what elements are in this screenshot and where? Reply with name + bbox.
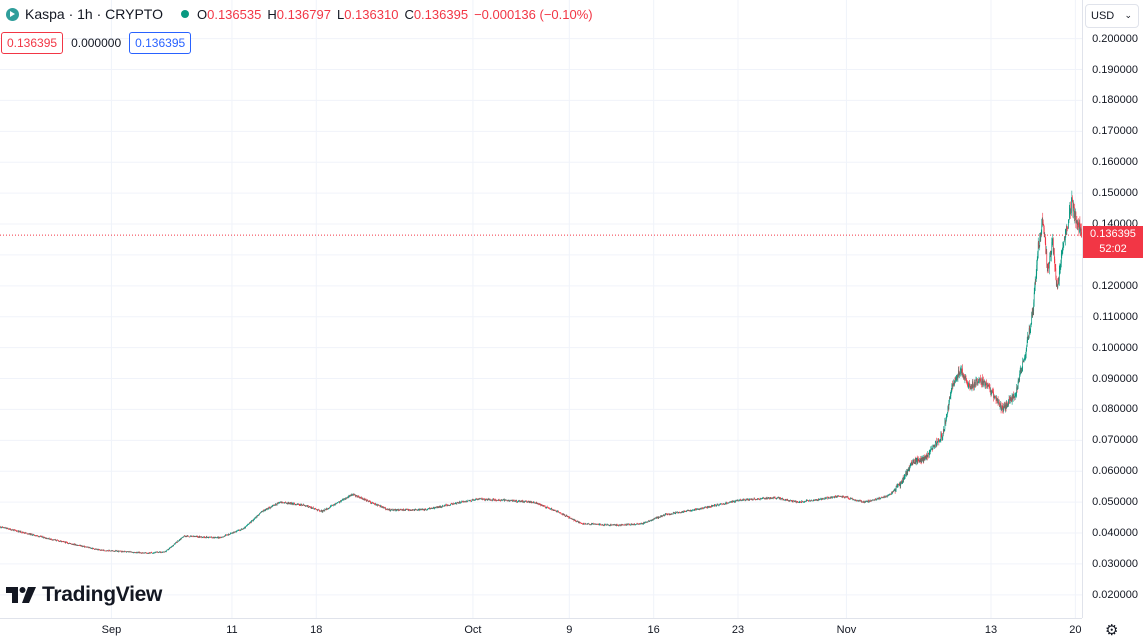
chart-area[interactable]	[0, 0, 1082, 618]
candle	[188, 536, 189, 537]
candle-body	[467, 501, 468, 502]
candle-body	[648, 521, 649, 522]
candle-body	[55, 540, 56, 541]
candle	[234, 533, 235, 534]
candle-body	[575, 521, 576, 522]
candle-body	[516, 500, 517, 502]
candle-body	[470, 500, 471, 501]
candle-body	[333, 505, 334, 506]
candle-body	[600, 524, 601, 525]
candle-body	[526, 501, 527, 502]
candle	[470, 500, 471, 501]
candle	[173, 545, 174, 546]
candle-body	[175, 543, 176, 544]
candle-body	[279, 503, 280, 504]
candle-body	[189, 537, 190, 538]
candle-body	[625, 524, 626, 525]
candle-body	[810, 501, 811, 502]
candle	[718, 503, 719, 505]
candle-body	[635, 525, 636, 526]
candle	[324, 508, 325, 511]
candle-body	[715, 505, 716, 506]
candle-body	[211, 537, 212, 538]
candle-body	[259, 515, 260, 516]
candle-body	[337, 503, 338, 504]
candle-body	[234, 533, 235, 534]
candle	[333, 505, 334, 507]
candle-body	[188, 536, 189, 537]
candle-body	[173, 545, 174, 546]
candle-body	[686, 511, 687, 512]
candle-body	[308, 507, 309, 508]
candle-body	[254, 519, 255, 520]
candle-body	[432, 508, 433, 509]
candle-body	[21, 531, 22, 532]
candle-body	[703, 508, 704, 509]
candle-body	[372, 502, 373, 503]
candle-body	[181, 538, 182, 539]
candle-body	[471, 501, 472, 502]
candle	[775, 496, 776, 498]
candle-body	[367, 500, 368, 501]
candle	[767, 497, 768, 500]
candle-body	[515, 501, 516, 502]
candle-body	[418, 510, 419, 511]
price-chart[interactable]	[0, 0, 1082, 618]
